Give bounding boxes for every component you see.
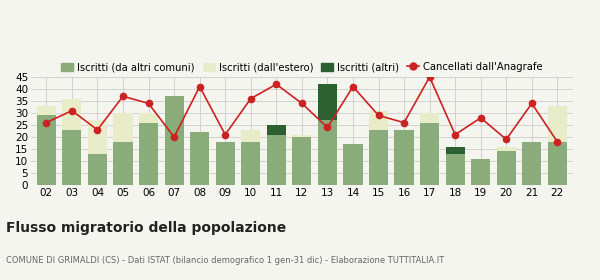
Bar bbox=[113, 113, 133, 142]
Bar bbox=[471, 159, 490, 185]
Bar bbox=[88, 154, 107, 185]
Bar bbox=[113, 142, 133, 185]
Bar bbox=[318, 120, 337, 185]
Bar bbox=[548, 106, 567, 142]
Bar bbox=[139, 123, 158, 185]
Bar bbox=[318, 84, 337, 120]
Bar bbox=[292, 135, 311, 137]
Bar bbox=[241, 142, 260, 185]
Bar bbox=[369, 130, 388, 185]
Bar bbox=[139, 113, 158, 123]
Bar bbox=[62, 99, 82, 130]
Bar bbox=[215, 142, 235, 185]
Text: COMUNE DI GRIMALDI (CS) - Dati ISTAT (bilancio demografico 1 gen-31 dic) - Elabo: COMUNE DI GRIMALDI (CS) - Dati ISTAT (bi… bbox=[6, 256, 444, 265]
Bar bbox=[548, 142, 567, 185]
Bar bbox=[267, 127, 286, 135]
Bar bbox=[241, 130, 260, 142]
Legend: Iscritti (da altri comuni), Iscritti (dall'estero), Iscritti (altri), Cancellati: Iscritti (da altri comuni), Iscritti (da… bbox=[57, 58, 547, 76]
Bar bbox=[394, 130, 413, 185]
Bar bbox=[267, 135, 286, 185]
Bar bbox=[446, 147, 465, 154]
Bar bbox=[190, 132, 209, 185]
Bar bbox=[446, 154, 465, 185]
Bar bbox=[497, 151, 516, 185]
Bar bbox=[37, 106, 56, 115]
Text: Flusso migratorio della popolazione: Flusso migratorio della popolazione bbox=[6, 221, 286, 235]
Bar bbox=[420, 123, 439, 185]
Bar bbox=[164, 96, 184, 185]
Bar bbox=[267, 125, 286, 135]
Bar bbox=[369, 111, 388, 130]
Bar bbox=[420, 113, 439, 123]
Bar bbox=[292, 137, 311, 185]
Bar bbox=[522, 142, 541, 185]
Bar bbox=[37, 115, 56, 185]
Bar bbox=[62, 130, 82, 185]
Bar bbox=[497, 147, 516, 151]
Bar bbox=[88, 120, 107, 154]
Bar bbox=[343, 144, 362, 185]
